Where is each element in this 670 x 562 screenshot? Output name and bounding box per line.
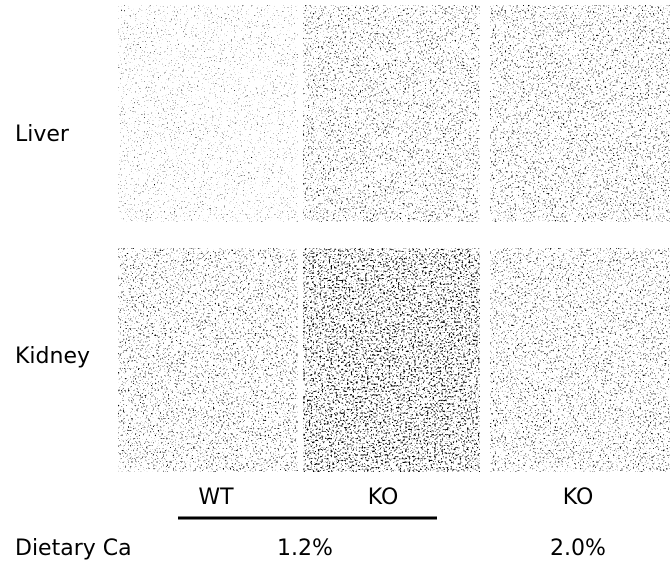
panels xyxy=(118,5,670,472)
panel-kidney-wt xyxy=(118,248,298,472)
panel-liver-ko-high xyxy=(490,5,670,222)
panel-liver-ko xyxy=(303,5,480,222)
diet-label: Dietary Ca xyxy=(15,536,132,561)
panel-liver-wt xyxy=(118,5,298,222)
panel-kidney-ko xyxy=(303,248,480,472)
column-label: KO xyxy=(368,485,399,510)
row-label: Liver xyxy=(15,122,70,147)
diet-value: 1.2% xyxy=(277,536,333,561)
column-label: KO xyxy=(563,485,594,510)
diet-value: 2.0% xyxy=(550,536,606,561)
panel-kidney-ko-high xyxy=(490,248,670,472)
row-label: Kidney xyxy=(15,344,90,369)
column-label: WT xyxy=(198,485,234,510)
